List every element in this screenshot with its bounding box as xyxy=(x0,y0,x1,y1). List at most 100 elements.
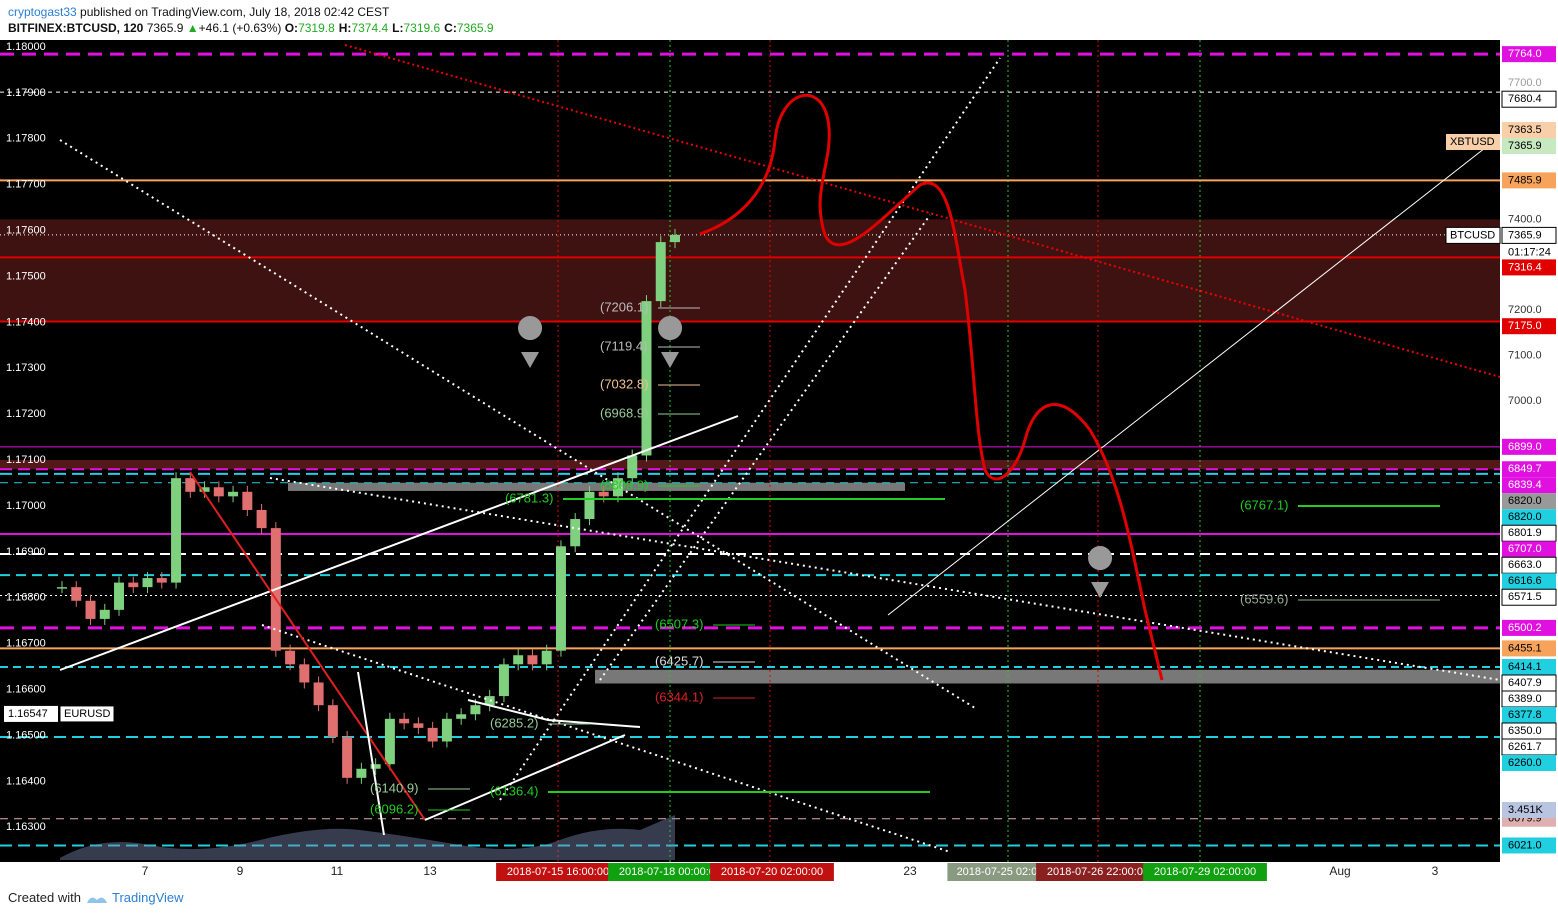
time-label-bg xyxy=(496,863,620,881)
xbt-label: 7363.5 xyxy=(1508,124,1542,136)
candle xyxy=(598,491,609,497)
candle xyxy=(85,600,96,619)
brand[interactable]: TradingView xyxy=(112,890,184,905)
price-label: 7100.0 xyxy=(1508,350,1542,362)
left-axis-label: 1.17200 xyxy=(6,408,46,420)
trend-line xyxy=(467,699,641,728)
header-line-2: BITFINEX:BTCUSD, 120 7365.9 ▲+46.1 (+0.6… xyxy=(8,20,498,36)
change: +46.1 (+0.63%) xyxy=(198,21,282,35)
time-label-bg xyxy=(1143,863,1267,881)
candle xyxy=(441,718,452,742)
left-axis-label: 1.16900 xyxy=(6,546,46,558)
price-label: 6707.0 xyxy=(1508,543,1542,555)
price-label-bg xyxy=(1502,493,1556,510)
ohlc-key: L: xyxy=(392,21,404,35)
annotation: (6781.3) xyxy=(505,490,553,505)
time-label: 2018-07-26 22:00:00 xyxy=(1047,866,1149,878)
candle xyxy=(584,491,595,520)
price-label: 6350.0 xyxy=(1508,725,1542,737)
chart: 1.18000 1.17900 1.17800 1.17700 1.17600 1.175… xyxy=(0,40,1558,922)
price-label-bg xyxy=(1502,461,1556,478)
price-label: 7000.0 xyxy=(1508,395,1542,407)
price-label-bg xyxy=(1502,172,1556,189)
candle xyxy=(470,705,481,715)
candle xyxy=(513,655,524,665)
candle xyxy=(655,242,666,302)
price-label-bg xyxy=(1502,837,1556,854)
author[interactable]: cryptogast33 xyxy=(8,5,77,19)
candle xyxy=(612,478,623,497)
trend-line xyxy=(599,214,931,681)
ohlc-key: H: xyxy=(338,21,352,35)
candle xyxy=(299,664,310,683)
annotation: (6559.6) xyxy=(1240,591,1288,606)
logo xyxy=(86,897,107,903)
pins xyxy=(518,316,1113,598)
time-label: 7 xyxy=(142,864,149,878)
map-pin xyxy=(658,316,683,368)
logo-shape xyxy=(86,897,107,903)
time-label-bg xyxy=(608,863,732,881)
price-label: 6820.0 xyxy=(1508,495,1542,507)
candle xyxy=(213,487,224,497)
annotation: (6968.9) xyxy=(600,405,648,420)
ohlc-value: 7319.6 xyxy=(403,21,441,35)
eurusd-name-bg xyxy=(59,705,115,723)
price-label-bg xyxy=(1502,438,1556,455)
price-label-bg xyxy=(1502,754,1556,771)
time-label: 2018-07-20 02:00:00 xyxy=(721,866,823,878)
price-label-bg xyxy=(1501,90,1557,108)
ohlc-key: C: xyxy=(444,21,457,35)
ohlc-key: O: xyxy=(284,21,299,35)
left-axis-label: 1.17300 xyxy=(6,362,46,374)
candle xyxy=(384,718,395,765)
trend-line xyxy=(261,624,951,853)
left-axis-label: 1.17400 xyxy=(6,316,46,328)
price-label: 6820.0 xyxy=(1508,511,1542,523)
price-label: 7764.0 xyxy=(1508,48,1542,60)
candle xyxy=(185,478,196,492)
candle xyxy=(71,587,82,601)
left-axis-label: 1.17100 xyxy=(6,454,46,466)
time-label-bg xyxy=(710,863,834,881)
candle xyxy=(285,650,296,665)
overlay: 1.18000 1.17900 1.17800 1.17700 1.17600 1.175… xyxy=(4,41,1557,922)
left-axis-label: 1.18000 xyxy=(6,41,46,53)
price-label: 6500.2 xyxy=(1508,622,1542,634)
price-label: 7365.9 xyxy=(1508,229,1542,241)
candle xyxy=(199,487,210,492)
arrow: ▲ xyxy=(186,21,199,35)
annotation: (6809.9) xyxy=(600,477,648,492)
time-label: Aug xyxy=(1329,864,1350,878)
candle xyxy=(527,655,538,665)
price-label-bg xyxy=(1502,706,1556,723)
trend-line xyxy=(424,734,626,821)
left-axis-label: 1.17000 xyxy=(6,500,46,512)
time-label: 2018-07-25 02:00 xyxy=(957,866,1044,878)
price-label: 6260.0 xyxy=(1508,757,1542,769)
price-label: 6261.7 xyxy=(1508,741,1542,753)
price-label: 7700.0 xyxy=(1508,77,1542,89)
candle xyxy=(555,546,566,651)
annotation: (7032.8) xyxy=(600,376,648,391)
candle xyxy=(370,764,381,769)
xbt-label: 7365.9 xyxy=(1508,140,1542,152)
countdown: 01:17:24 xyxy=(1508,246,1551,258)
btcusd-bg xyxy=(1445,226,1501,244)
left-axis-label: 1.16400 xyxy=(6,775,46,787)
candle xyxy=(228,491,239,497)
price-label: 6839.4 xyxy=(1508,479,1542,491)
published: published on TradingView.com, July 18, 2… xyxy=(76,5,390,19)
ohlc: O:7319.8 H:7374.4 L:7319.6 C:7365.9 xyxy=(285,21,498,35)
annotation: (7206.1) xyxy=(600,299,648,314)
time-label: 2018-07-15 16:00:00 xyxy=(507,866,609,878)
left-axis-label: 1.16200 xyxy=(6,867,46,879)
btcusd-name: BTCUSD xyxy=(1450,229,1495,241)
time-label: 3 xyxy=(1432,864,1439,878)
price-label: 6389.0 xyxy=(1508,693,1542,705)
last: 7365.9 xyxy=(146,21,184,35)
price-label-bg xyxy=(1502,318,1556,335)
price-label-bg xyxy=(1502,46,1556,63)
annotation: (7119.4) xyxy=(600,338,647,353)
